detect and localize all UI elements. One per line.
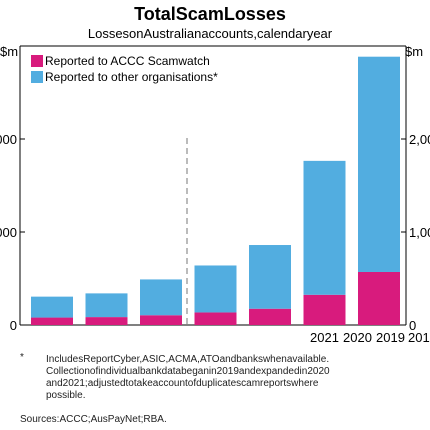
chart-subtitle: LossesonAustralianaccounts,calendaryear (88, 26, 333, 41)
bar-other-orgs (194, 265, 237, 313)
left-y-tick-label: 000 (0, 225, 17, 240)
legend-label-other-orgs: Reported to other organisations* (45, 70, 218, 84)
bar-other-orgs (249, 245, 291, 309)
x-tick-label: 2020 (343, 330, 372, 345)
x-tick-label: 2018 (408, 330, 430, 345)
footnote-line: and2021;adjustedtotakeaccountofduplicate… (46, 378, 319, 389)
left-unit-label: $m (0, 44, 18, 59)
bar-scamwatch (249, 308, 291, 325)
bar-scamwatch (194, 312, 237, 325)
bar-scamwatch (31, 317, 73, 325)
y-axis-ticks: 000001,000002,00 (0, 132, 430, 333)
bar-other-orgs (31, 296, 73, 318)
x-tick-label: 2021 (310, 330, 339, 345)
footnote-line: IncludesReportCyber,ASIC,ACMA,ATOandbank… (46, 354, 330, 365)
legend-swatch-other-orgs (31, 71, 43, 83)
legend: Reported to ACCC Scamwatch Reported to o… (31, 54, 218, 84)
bar-other-orgs (358, 56, 400, 272)
legend-label-scamwatch: Reported to ACCC Scamwatch (45, 54, 210, 68)
sources-line: Sources:ACCC;AusPayNet;RBA. (20, 414, 167, 425)
right-y-tick-label: 1,00 (409, 225, 430, 240)
bar-scamwatch (85, 317, 128, 325)
bar-scamwatch (303, 294, 346, 325)
bar-other-orgs (303, 160, 346, 295)
footnote-marker: * (20, 352, 24, 363)
left-y-tick-label: 0 (10, 318, 17, 333)
legend-swatch-scamwatch (31, 55, 43, 67)
left-y-tick-label: 000 (0, 132, 17, 147)
bar-scamwatch (358, 271, 400, 325)
x-tick-label: 2019 (376, 330, 405, 345)
bar-series (31, 56, 400, 325)
bar-other-orgs (140, 279, 182, 316)
footnote-line: Collectionofindividualbankdatabeganin201… (46, 366, 330, 377)
bar-scamwatch (140, 315, 182, 325)
bar-other-orgs (85, 293, 128, 318)
x-axis-tick-labels: 2021 2020 20192018 (310, 330, 430, 345)
right-unit-label: $m (405, 44, 423, 59)
footnote-line: possible. (46, 390, 86, 401)
right-y-tick-label: 0 (409, 318, 416, 333)
right-y-tick-label: 2,00 (409, 132, 430, 147)
chart-title: TotalScamLosses (134, 4, 286, 24)
footnote-text: IncludesReportCyber,ASIC,ACMA,ATOandbank… (46, 354, 416, 402)
